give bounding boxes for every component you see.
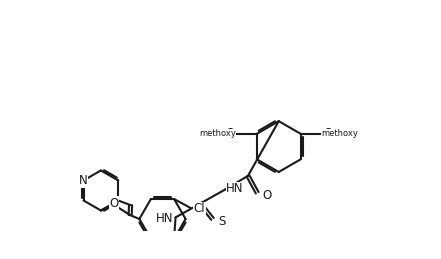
Text: O: O (109, 197, 119, 210)
Text: methoxy: methoxy (199, 129, 236, 138)
Text: Cl: Cl (194, 203, 205, 215)
Text: O: O (323, 127, 333, 140)
Text: methoxy: methoxy (321, 129, 359, 138)
Text: HN: HN (226, 182, 243, 195)
Text: N: N (78, 174, 87, 187)
Text: O: O (262, 189, 272, 202)
Text: HN: HN (156, 212, 174, 225)
Text: O: O (225, 127, 235, 140)
Text: S: S (218, 215, 225, 228)
